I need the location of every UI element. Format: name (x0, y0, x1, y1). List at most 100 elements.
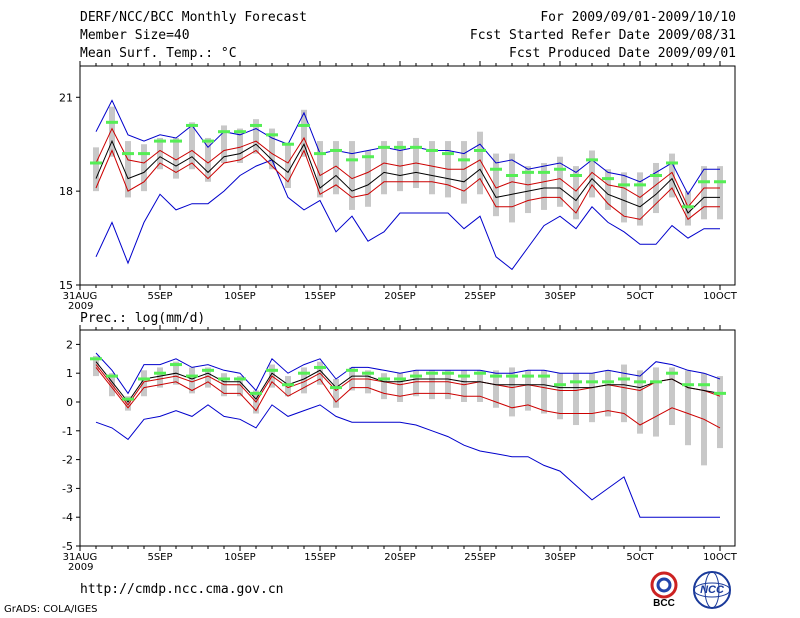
spread-bar (653, 367, 659, 437)
ensemble-marker (570, 174, 582, 177)
ensemble-marker (586, 380, 598, 384)
spread-bar (637, 370, 643, 434)
mean-line (95, 361, 721, 403)
spread-bar (717, 376, 723, 449)
plot-frame (79, 329, 736, 547)
x-tick-label: 10OCT (703, 291, 738, 302)
ensemble-marker (666, 161, 678, 165)
ensemble-marker (714, 180, 726, 184)
panel-2: -5 -4 -3 -2 -1 0 1 2 31AUG 5SEP 10SEP 15SEP 20SEP 25S… (62, 325, 738, 573)
ensemble-marker (522, 374, 534, 378)
fcst-started-date: Fcst Started Refer Date 2009/08/31 (469, 28, 736, 43)
ensemble-marker (682, 205, 694, 209)
upper-line (95, 364, 721, 406)
spread-bar (669, 153, 675, 198)
x-tick-label: 5OCT (626, 291, 654, 302)
ensemble-marker (586, 158, 598, 162)
panel-1: 15 18 21 31AUG 5SEP 10SEP 15SEP 20SEP 25SEP 30SEP… (59, 61, 738, 312)
source-url[interactable]: http://cmdp.ncc.cma.gov.cn (80, 582, 284, 597)
spread-bar (605, 169, 611, 210)
spread-bar (461, 141, 467, 204)
spread-bar (125, 141, 131, 198)
spread-bar (509, 367, 515, 417)
spread-bar (333, 378, 339, 408)
chart-title: DERF/NCC/BCC Monthly Forecast (80, 10, 307, 25)
lower-line (95, 367, 721, 429)
ncc-emblem-icon (693, 571, 731, 609)
ensemble-marker (314, 365, 326, 369)
y-tick-label: -5 (62, 540, 73, 553)
spread-bar (125, 396, 131, 411)
spread-bar (365, 370, 371, 394)
spread-bar (189, 122, 195, 170)
ensemble-marker (474, 371, 486, 375)
ensemble-marker (474, 148, 486, 152)
ensemble-marker (538, 170, 550, 174)
spread-bar (557, 156, 563, 207)
ensemble-marker (346, 158, 358, 162)
ensemble-marker (618, 377, 630, 381)
bcc-logo-text: BCC (653, 598, 675, 609)
ensemble-marker (634, 183, 646, 187)
ensemble-marker (346, 368, 358, 372)
x-tick-label: 10OCT (703, 552, 738, 563)
ensemble-marker (602, 380, 614, 384)
spread-bar (237, 376, 243, 397)
spread-bar (93, 147, 99, 192)
grads-credit: GrADS: COLA/IGES (4, 604, 98, 615)
spread-bar (381, 141, 387, 195)
plot-frame (79, 65, 736, 286)
ensemble-marker (234, 377, 246, 381)
member-size: Member Size=40 (80, 28, 190, 43)
spread-bar (205, 367, 211, 388)
ensemble-marker (682, 383, 694, 387)
x-tick-label: 30SEP (544, 291, 575, 302)
spread-bar (621, 364, 627, 423)
x-tick-label: 30SEP (544, 552, 575, 563)
ensemble-marker (170, 363, 182, 367)
year-label: 2009 (68, 562, 93, 573)
fcst-produced-date: Fcst Produced Date 2009/09/01 (509, 46, 736, 61)
ensemble-marker (90, 357, 102, 361)
ensemble-marker (378, 377, 390, 381)
spread-bar (541, 162, 547, 210)
spread-bar (573, 373, 579, 426)
spread-bar (477, 131, 483, 195)
x-tick-label: 10SEP (224, 552, 255, 563)
spread-bar (189, 367, 195, 394)
spread-bar (157, 367, 163, 388)
spread-bar (269, 128, 275, 170)
ensemble-marker (394, 145, 406, 149)
x-tick-label: 25SEP (464, 552, 495, 563)
spread-bar (701, 166, 707, 220)
ensemble-marker (426, 148, 438, 152)
ensemble-marker (282, 383, 294, 387)
x-tick-label: 31AUG (63, 552, 98, 563)
x-tick-label: 20SEP (384, 552, 415, 563)
y-tick-label: 18 (59, 185, 73, 198)
ensemble-marker (122, 397, 134, 401)
ensemble-marker (138, 377, 150, 381)
ensemble-marker (506, 374, 518, 378)
spread-bar (493, 370, 499, 408)
x-tick-label: 15SEP (304, 552, 335, 563)
ensemble-marker (282, 142, 294, 146)
ensemble-marker (394, 377, 406, 381)
ensemble-marker (650, 174, 662, 177)
ensemble-marker (202, 139, 214, 143)
x-tick-label: 20SEP (384, 291, 415, 302)
spread-bar (605, 370, 611, 417)
bcc-logo: BCC (644, 570, 684, 610)
spread-bar (157, 137, 163, 170)
ensemble-marker (538, 374, 550, 378)
ensemble-marker (266, 133, 278, 137)
x-tick-label: 5SEP (147, 291, 172, 302)
ensemble-marker (378, 145, 390, 149)
spread-bar (349, 141, 355, 210)
ensemble-marker (490, 167, 502, 171)
ensemble-marker (250, 391, 262, 395)
ensemble-marker (298, 123, 310, 127)
ensemble-marker (554, 383, 566, 387)
upper-line (95, 127, 720, 208)
